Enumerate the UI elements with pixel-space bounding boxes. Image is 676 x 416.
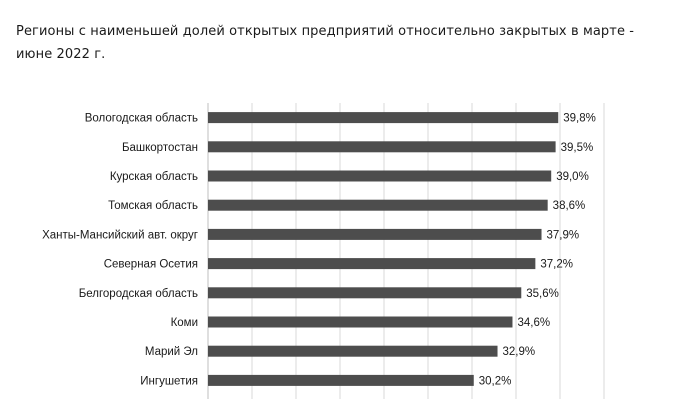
category-label: Томская область — [108, 200, 198, 212]
data-label: 30,2% — [479, 375, 512, 387]
bar — [208, 287, 522, 299]
data-label: 34,6% — [517, 317, 550, 329]
bar — [208, 316, 513, 328]
data-label: 35,6% — [526, 288, 559, 300]
category-label: Ханты-Мансийский авт. округ — [42, 229, 198, 241]
value-labels: 39,8% 39,5% 39,0% 38,6% 37,9% 37,2% 35,6% 34,6%… — [479, 113, 596, 388]
category-label: Белгородская область — [79, 288, 198, 300]
bar — [208, 228, 542, 240]
data-label: 39,8% — [563, 113, 596, 125]
data-label: 37,9% — [547, 229, 580, 241]
bar — [208, 374, 474, 386]
bar — [208, 345, 498, 357]
data-label: 37,2% — [540, 259, 573, 271]
data-label: 39,5% — [561, 142, 594, 154]
chart-title: Регионы с наименьшей долей открытых пред… — [16, 24, 635, 62]
bar — [208, 170, 552, 182]
category-label: Ингушетия — [140, 375, 198, 387]
category-label: Марий Эл — [145, 346, 198, 358]
category-label: Башкортостан — [122, 142, 198, 154]
bar — [208, 258, 536, 270]
bar — [208, 141, 556, 153]
category-label: Коми — [171, 317, 198, 329]
data-label: 32,9% — [503, 346, 536, 358]
bar — [208, 199, 548, 211]
category-label: Северная Осетия — [104, 259, 198, 271]
bar — [208, 112, 559, 124]
data-label: 39,0% — [556, 171, 589, 183]
bars — [208, 112, 559, 386]
category-label: Вологодская область — [85, 113, 198, 125]
category-label: Курская область — [110, 171, 198, 183]
category-labels: Вологодская область Башкортостан Курская о… — [42, 113, 198, 388]
data-label: 38,6% — [553, 200, 586, 212]
